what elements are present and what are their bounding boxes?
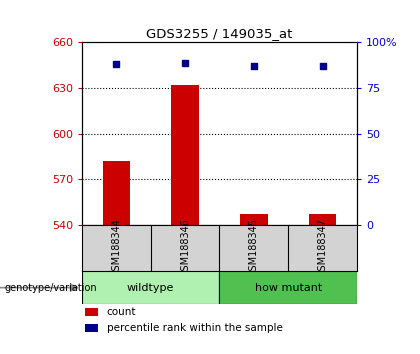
Point [182, 60, 189, 65]
Text: GSM188346: GSM188346 [180, 218, 190, 277]
Text: genotype/variation: genotype/variation [4, 282, 97, 293]
Bar [85, 324, 98, 331]
Bar [220, 271, 357, 304]
Point [250, 63, 257, 69]
Text: count: count [107, 307, 136, 316]
Text: GSM188344: GSM188344 [111, 218, 121, 277]
Text: GSM188347: GSM188347 [318, 218, 328, 277]
Bar [240, 214, 268, 225]
Point [319, 63, 326, 69]
Bar [82, 271, 220, 304]
Point [113, 62, 120, 67]
Text: GSM188345: GSM188345 [249, 218, 259, 277]
Bar [309, 214, 336, 225]
Text: percentile rank within the sample: percentile rank within the sample [107, 322, 283, 332]
Bar [102, 161, 130, 225]
Bar [85, 308, 98, 316]
Text: how mutant: how mutant [255, 282, 322, 293]
Bar [171, 85, 199, 225]
Text: wildtype: wildtype [127, 282, 174, 293]
Title: GDS3255 / 149035_at: GDS3255 / 149035_at [146, 27, 293, 40]
